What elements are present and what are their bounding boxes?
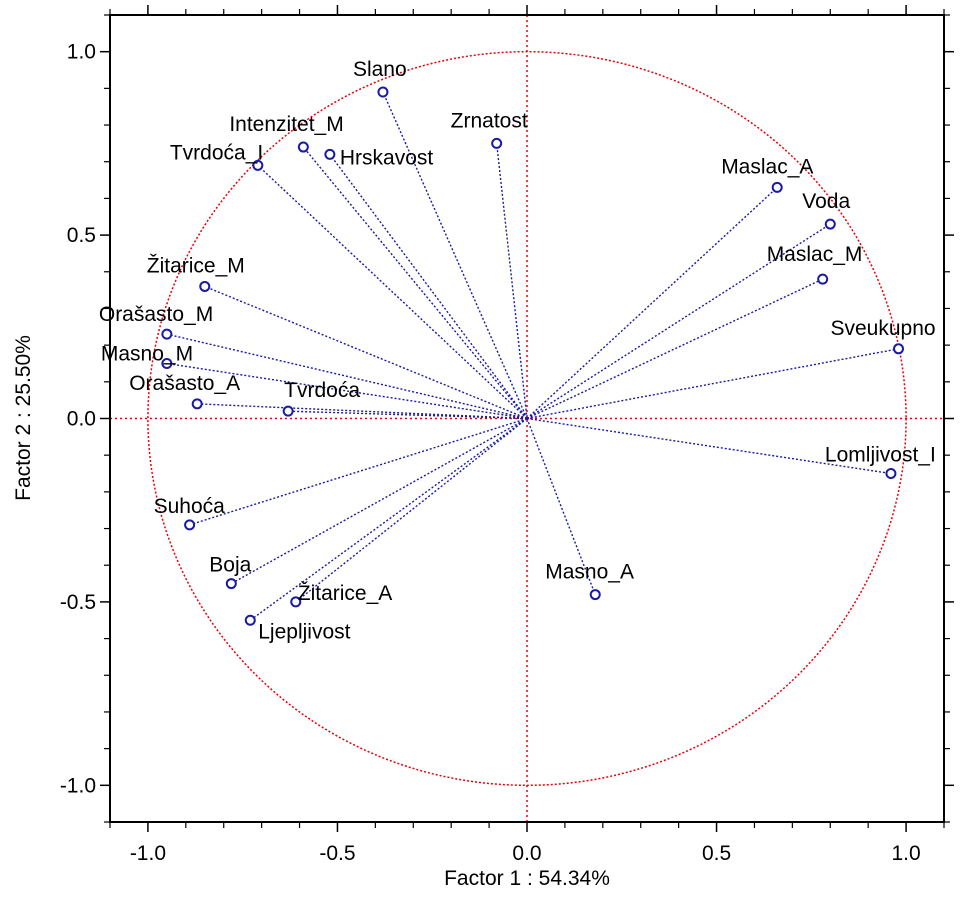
- point-marker-2: [297, 141, 309, 153]
- point-label-0: Slano: [353, 58, 407, 81]
- point-marker-17: [290, 596, 302, 608]
- point-label-6: Voda: [802, 190, 850, 213]
- point-marker-3: [324, 148, 336, 160]
- point-marker-8: [199, 280, 211, 292]
- point-marker-16: [225, 578, 237, 590]
- vector-line-15: [189, 417, 528, 526]
- point-marker-7: [817, 273, 829, 285]
- point-marker-15: [184, 519, 196, 531]
- point-label-13: Tvrdoća: [284, 379, 360, 402]
- vector-line-5: [526, 186, 778, 420]
- vector-line-16: [230, 417, 528, 585]
- vector-line-11: [526, 348, 899, 420]
- vector-line-10: [166, 362, 528, 420]
- point-label-7: Maslac_M: [767, 243, 863, 266]
- point-marker-4: [252, 159, 264, 171]
- vector-line-4: [257, 164, 528, 420]
- x-tick-label-3: 0.5: [702, 842, 731, 865]
- x-tick-label-1: -0.5: [319, 842, 355, 865]
- x-tick-label-2: 0.0: [512, 842, 541, 865]
- plot-area: [110, 15, 944, 822]
- point-marker-10: [161, 357, 173, 369]
- x-tick-label-4: 1.0: [891, 842, 920, 865]
- vector-line-12: [197, 403, 528, 420]
- point-label-10: Masno_M: [101, 342, 193, 365]
- vector-line-1: [495, 143, 528, 419]
- point-marker-18: [589, 589, 601, 601]
- point-label-5: Maslac_A: [721, 155, 813, 178]
- vector-line-19: [249, 417, 528, 621]
- point-marker-11: [893, 343, 905, 355]
- y-axis-title: Factor 2 : 25.50%: [12, 335, 35, 501]
- vector-line-13: [288, 410, 528, 420]
- vector-line-18: [526, 418, 596, 595]
- point-label-4: Tvrdoća_I: [170, 141, 263, 164]
- point-label-1: Zrnatost: [451, 109, 528, 132]
- vector-line-2: [302, 146, 528, 419]
- point-label-18: Masno_A: [545, 561, 634, 584]
- point-marker-9: [161, 328, 173, 340]
- point-marker-12: [191, 398, 203, 410]
- point-label-3: Hrskavost: [340, 146, 434, 169]
- vector-line-17: [295, 417, 528, 603]
- axes: Slano Zrnatost Intenzitet_M Hrskavost Tvrdoć…: [60, 5, 954, 865]
- point-marker-6: [824, 218, 836, 230]
- point-label-15: Suhoća: [154, 495, 226, 518]
- vector-line-7: [526, 278, 823, 420]
- x-tick-label-0: -1.0: [130, 842, 166, 865]
- y-tick-label-0: -1.0: [60, 774, 96, 797]
- point-label-19: Ljepljivost: [258, 620, 350, 643]
- point-marker-5: [771, 181, 783, 193]
- y-tick-label-2: 0.0: [67, 408, 96, 431]
- point-label-2: Intenzitet_M: [229, 113, 343, 136]
- point-marker-14: [885, 468, 897, 480]
- point-label-12: Orašasto_A: [129, 372, 240, 395]
- point-label-17: Žitarice_A: [298, 582, 393, 605]
- x-axis-title: Factor 1 : 54.34%: [444, 867, 610, 890]
- point-label-11: Sveukupno: [831, 317, 936, 340]
- y-tick-label-1: -0.5: [60, 591, 96, 614]
- point-marker-1: [491, 137, 503, 149]
- vector-line-0: [382, 91, 528, 419]
- point-marker-19: [244, 614, 256, 626]
- y-tick-label-3: 0.5: [67, 224, 96, 247]
- vector-line-14: [526, 417, 892, 475]
- point-label-9: Orašasto_M: [99, 303, 213, 326]
- point-marker-0: [377, 86, 389, 98]
- vector-line-8: [204, 285, 528, 420]
- vector-line-3: [329, 153, 528, 419]
- vector-line-6: [526, 223, 831, 420]
- point-marker-13: [282, 405, 294, 417]
- point-label-16: Boja: [209, 554, 251, 577]
- vector-line-9: [166, 333, 528, 420]
- unit-circle: [147, 50, 907, 787]
- point-label-8: Žitarice_M: [147, 254, 245, 277]
- y-tick-label-4: 1.0: [67, 41, 96, 64]
- point-label-14: Lomljivost_I: [825, 444, 936, 467]
